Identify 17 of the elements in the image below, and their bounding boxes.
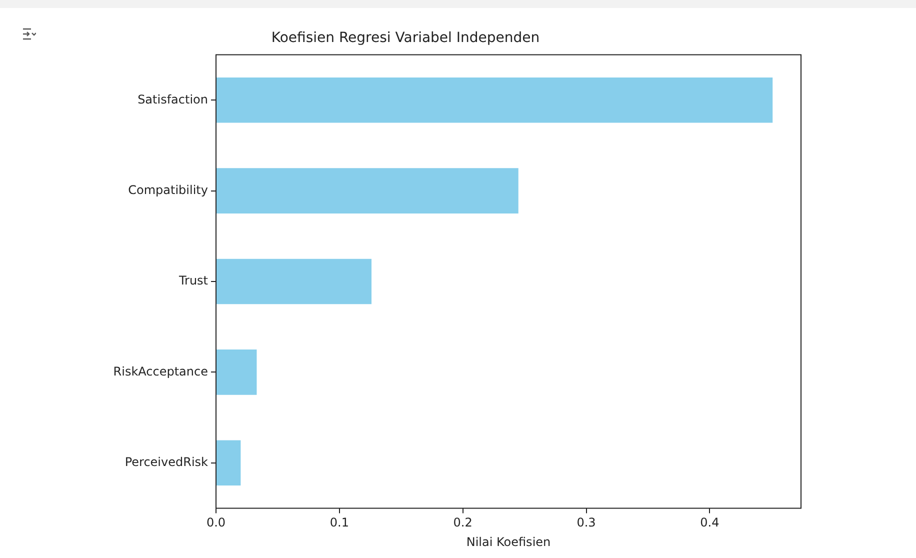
bar (216, 77, 773, 123)
bar (216, 258, 372, 304)
y-tick-label: Compatibility (128, 182, 208, 197)
x-tick-label: 0.4 (700, 516, 720, 530)
x-axis-title: Nilai Koefisien (466, 534, 551, 549)
bar (216, 440, 241, 486)
y-tick-label: RiskAcceptance (113, 364, 208, 378)
y-tick-label: PerceivedRisk (124, 454, 208, 469)
x-tick-label: 0.0 (206, 516, 226, 530)
y-tick-label: Satisfaction (138, 92, 208, 106)
chart-title: Koefisien Regresi Variabel Independen (271, 30, 540, 46)
bar (216, 350, 257, 395)
bar (216, 168, 518, 214)
y-tick-label: Trust (178, 274, 208, 288)
x-tick-label: 0.3 (576, 516, 596, 530)
x-tick-label: 0.2 (453, 516, 472, 530)
x-tick-label: 0.1 (330, 516, 349, 530)
